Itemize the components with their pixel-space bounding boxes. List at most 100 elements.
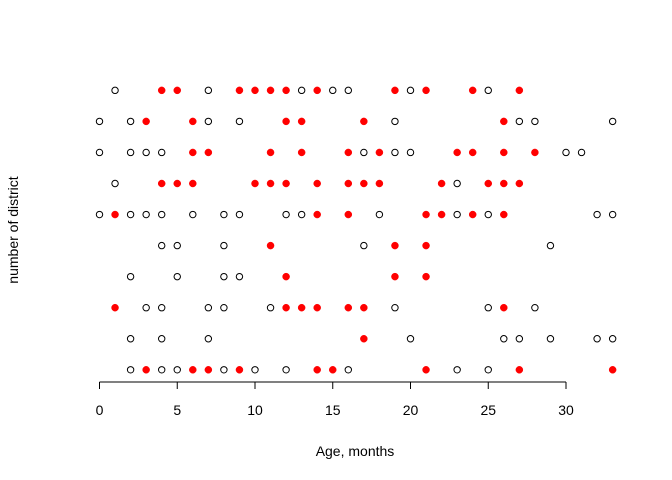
point-hollow-row10-x15 [329,86,337,95]
point-filled-row6-x21 [422,210,430,219]
point-hollow-row8-x4 [158,148,166,157]
point-hollow-row7-x1 [111,179,119,188]
point-hollow-row3-x8 [220,304,228,312]
point-hollow-row6-x2 [126,210,135,219]
point-filled-row8-x11 [266,148,275,157]
point-hollow-row6-x12 [282,210,290,219]
point-filled-row8-x7 [204,148,213,157]
point-filled-row4-x19 [391,272,399,281]
point-hollow-row6-x32 [593,210,601,219]
point-filled-row8-x6 [189,148,197,157]
x-tick-label-30: 30 [558,402,574,418]
point-filled-row5-x21 [422,241,430,250]
point-hollow-row9-x7 [204,117,213,126]
point-hollow-row1-x16 [344,366,352,374]
point-filled-row9-x17 [360,117,368,126]
point-hollow-row7-x23 [453,179,461,188]
y-axis-title: number of district [5,176,21,283]
point-filled-row8-x26 [500,148,508,157]
point-filled-row9-x3 [142,117,150,126]
point-filled-row5-x19 [391,241,399,250]
point-filled-row3-x16 [344,303,353,312]
point-filled-row10-x11 [266,86,275,95]
point-hollow-row8-x3 [142,148,150,157]
point-filled-row8-x18 [375,148,384,157]
x-tick-label-10: 10 [247,402,263,418]
point-hollow-row5-x17 [360,241,368,250]
point-filled-row9-x13 [297,117,306,126]
point-hollow-row9-x2 [126,117,135,126]
point-hollow-row2-x4 [158,335,166,343]
point-filled-row7-x16 [344,179,353,188]
point-filled-row10-x19 [391,86,399,95]
point-filled-row10-x12 [282,86,290,95]
point-filled-row7-x26 [500,179,508,188]
point-hollow-row6-x25 [484,210,492,219]
point-hollow-row1-x25 [484,366,492,374]
point-filled-row4-x12 [282,272,290,281]
point-hollow-row4-x9 [235,272,244,281]
point-hollow-row1-x4 [158,366,166,374]
point-hollow-row1-x2 [126,366,135,374]
point-hollow-row2-x20 [406,335,415,343]
point-filled-row10-x9 [235,86,244,95]
point-filled-row7-x12 [282,179,290,188]
point-hollow-row9-x0 [95,117,104,126]
point-hollow-row8-x31 [577,148,586,157]
point-hollow-row3-x4 [158,304,166,312]
point-hollow-row1-x12 [282,366,290,374]
point-filled-row1-x15 [329,366,337,374]
point-hollow-row8-x0 [95,148,104,157]
point-hollow-row1-x23 [453,366,461,374]
point-hollow-row10-x1 [111,86,119,95]
point-hollow-row6-x4 [158,210,166,219]
point-filled-row7-x17 [360,179,368,188]
point-hollow-row3-x7 [204,304,213,312]
point-hollow-row3-x11 [266,304,275,312]
point-filled-row10-x10 [251,86,259,95]
point-hollow-row8-x2 [126,148,135,157]
point-hollow-row8-x30 [562,148,570,157]
point-filled-row3-x1 [111,303,119,312]
point-filled-row1-x6 [189,366,197,374]
point-filled-row10-x5 [173,86,181,95]
point-filled-row1-x14 [313,366,321,374]
point-hollow-row10-x13 [297,86,306,95]
point-hollow-row9-x33 [608,117,617,126]
point-filled-row6-x24 [468,210,477,219]
point-hollow-row8-x17 [360,148,368,157]
point-hollow-row10-x7 [204,86,213,95]
data-points [95,86,617,374]
point-filled-row6-x14 [313,210,321,219]
x-tick-label-0: 0 [96,402,104,418]
point-hollow-row6-x18 [375,210,384,219]
point-hollow-row9-x9 [235,117,244,126]
point-filled-row6-x22 [437,210,446,219]
point-hollow-row4-x2 [126,272,135,281]
point-hollow-row1-x5 [173,366,181,374]
point-filled-row3-x12 [282,303,290,312]
point-filled-row7-x6 [189,179,197,188]
point-hollow-row2-x7 [204,335,213,343]
point-hollow-row5-x8 [220,241,228,250]
point-hollow-row1-x8 [220,366,228,374]
point-filled-row8-x23 [453,148,461,157]
x-tick-label-25: 25 [480,402,496,418]
point-filled-row1-x7 [204,366,213,374]
point-filled-row7-x5 [173,179,181,188]
point-filled-row10-x24 [468,86,477,95]
x-tick-label-5: 5 [173,402,181,418]
point-hollow-row5-x5 [173,241,181,250]
point-hollow-row3-x25 [484,304,492,312]
point-filled-row1-x27 [515,366,524,374]
point-filled-row4-x21 [422,272,430,281]
point-hollow-row6-x13 [297,210,306,219]
point-hollow-row6-x33 [608,210,617,219]
point-filled-row1-x33 [608,366,617,374]
point-hollow-row2-x32 [593,335,601,343]
point-hollow-row3-x28 [531,304,539,312]
point-filled-row7-x27 [515,179,524,188]
point-hollow-row4-x8 [220,272,228,281]
point-filled-row6-x26 [500,210,508,219]
x-axis: 0 5 10 15 20 25 30 [96,381,574,418]
